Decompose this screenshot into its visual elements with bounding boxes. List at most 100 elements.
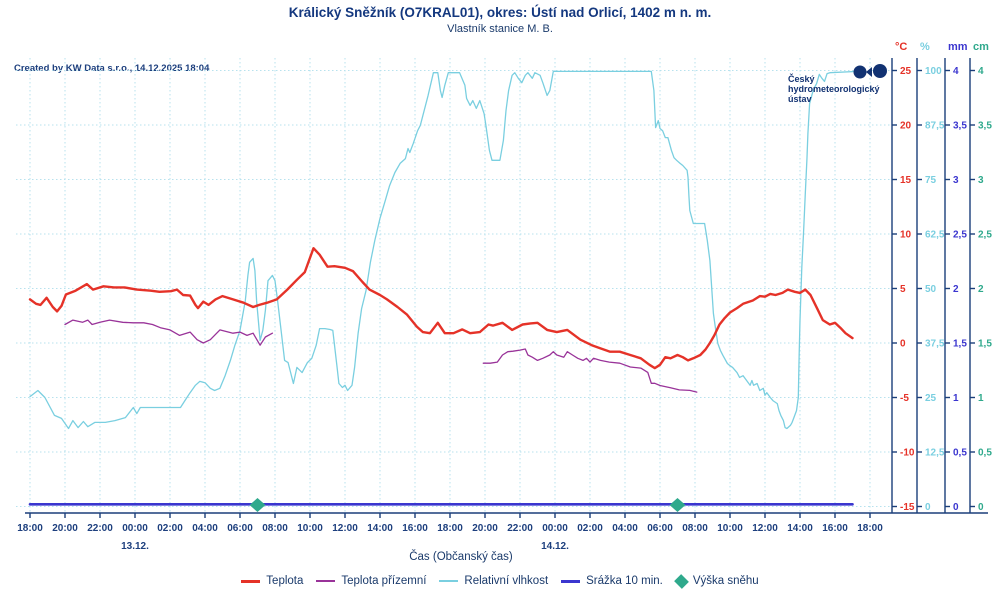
- y-tick-label: -15: [900, 502, 915, 513]
- line-swatch-icon: [316, 580, 336, 582]
- y-tick-label: -10: [900, 448, 915, 459]
- legend-item-sr-ka-10-min-: Srážka 10 min.: [561, 575, 663, 587]
- y-tick-label: 1,5: [978, 339, 992, 350]
- x-axis: 18:00 20:00 22:00 00:00 02:00 04:00 06:00 08:00…: [17, 512, 988, 552]
- y-tick-label: 20: [900, 121, 912, 132]
- y-axis-cm: cm 4 3,5 3 2,5 2 1,5 1 0,5 0: [969, 41, 992, 513]
- x-tick-label: 10:00: [297, 523, 323, 534]
- y-tick-label: 1: [978, 393, 984, 404]
- y-tick-label: 0: [900, 339, 906, 350]
- diamond-swatch-icon: [673, 573, 689, 589]
- series-relativn-vlhkost: [29, 70, 859, 430]
- x-tick-label: 22:00: [87, 523, 113, 534]
- legend-label: Srážka 10 min.: [586, 575, 663, 587]
- y-tick-label: 3: [953, 175, 959, 186]
- x-tick-label: 02:00: [577, 523, 603, 534]
- line-swatch-icon: [241, 579, 261, 583]
- legend-item-teplota: Teplota: [241, 575, 303, 587]
- y-tick-label: 37,5: [925, 339, 945, 350]
- y-tick-label: 2,5: [978, 230, 992, 241]
- page-subtitle: Vlastník stanice M. B.: [447, 23, 553, 35]
- y-tick-label: 2,5: [953, 230, 967, 241]
- y-tick-label: 0: [953, 502, 959, 513]
- x-tick-label: 10:00: [717, 523, 743, 534]
- y-tick-label: 1: [953, 393, 959, 404]
- x-day-label: 14.12.: [541, 541, 569, 552]
- x-tick-label: 18:00: [437, 523, 463, 534]
- y-tick-label: 0: [978, 502, 984, 513]
- y-tick-label: 0: [925, 502, 931, 513]
- x-tick-label: 08:00: [262, 523, 288, 534]
- y-tick-label: 3: [978, 175, 984, 186]
- y-tick-label: 2: [978, 284, 984, 295]
- x-tick-label: 00:00: [122, 523, 148, 534]
- chart-legend: Teplota Teplota přízemní Relativní vlhkost…: [0, 573, 1000, 589]
- y-tick-label: 25: [900, 66, 912, 77]
- legend-item-v-ka-sn-hu: Výška sněhu: [673, 573, 759, 589]
- y-axis-C: °C 25 20 15 10 5 0 -5 -10 -15: [891, 41, 915, 513]
- y-tick-label: -5: [900, 393, 909, 404]
- y-axis-unit: %: [920, 41, 930, 53]
- x-tick-label: 14:00: [787, 523, 813, 534]
- chmi-logo: Český hydrometeorologický ústav: [788, 62, 898, 104]
- x-tick-label: 06:00: [647, 523, 673, 534]
- x-day-label: 13.12.: [121, 541, 149, 552]
- x-tick-label: 04:00: [192, 523, 218, 534]
- y-tick-label: 87,5: [925, 121, 945, 132]
- y-tick-label: 4: [953, 66, 959, 77]
- x-tick-label: 00:00: [542, 523, 568, 534]
- y-axis-mm: mm 4 3,5 3 2,5 2 1,5 1 0,5 0: [944, 41, 968, 513]
- y-tick-label: 0,5: [953, 448, 967, 459]
- x-tick-label: 02:00: [157, 523, 183, 534]
- y-axis-unit: °C: [895, 41, 907, 53]
- x-tick-label: 18:00: [17, 523, 43, 534]
- y-tick-label: 75: [925, 175, 937, 186]
- y-tick-label: 4: [978, 66, 984, 77]
- y-tick-label: 3,5: [953, 121, 967, 132]
- y-tick-label: 5: [900, 284, 906, 295]
- created-by-label: Created by KW Data s.r.o., 14.12.2025 18…: [14, 63, 210, 74]
- y-axis-%: % 100 87,5 75 62,5 50 37,5 25 12,5 0: [916, 41, 945, 513]
- x-tick-label: 08:00: [682, 523, 708, 534]
- y-tick-label: 15: [900, 175, 912, 186]
- series-teplota-p-zemn-: [64, 319, 698, 393]
- x-axis-title: Čas (Občanský čas): [409, 551, 513, 563]
- legend-label: Teplota: [266, 575, 304, 587]
- legend-item-relativn-vlhkost: Relativní vlhkost: [439, 575, 548, 587]
- y-tick-label: 1,5: [953, 339, 967, 350]
- x-tick-label: 12:00: [752, 523, 778, 534]
- x-tick-label: 12:00: [332, 523, 358, 534]
- y-tick-label: 3,5: [978, 121, 992, 132]
- x-tick-label: 16:00: [822, 523, 848, 534]
- x-tick-label: 04:00: [612, 523, 638, 534]
- line-swatch-icon: [561, 579, 581, 583]
- legend-label: Teplota přízemní: [341, 575, 427, 587]
- y-tick-label: 25: [925, 393, 937, 404]
- x-tick-label: 22:00: [507, 523, 533, 534]
- y-tick-label: 10: [900, 230, 912, 241]
- chmi-logo-text: Český hydrometeorologický ústav: [788, 74, 880, 104]
- y-tick-label: 62,5: [925, 230, 945, 241]
- x-tick-label: 18:00: [857, 523, 883, 534]
- line-swatch-icon: [439, 580, 459, 582]
- y-tick-label: 12,5: [925, 448, 945, 459]
- x-tick-label: 16:00: [402, 523, 428, 534]
- series-teplota: [28, 246, 854, 370]
- x-tick-label: 20:00: [52, 523, 78, 534]
- y-tick-label: 0,5: [978, 448, 992, 459]
- y-axis-unit: mm: [948, 41, 968, 53]
- chmi-logo-icon: [853, 64, 887, 79]
- y-tick-label: 2: [953, 284, 959, 295]
- snow-depth-marker: [249, 498, 266, 512]
- legend-item-teplota-p-zemn-: Teplota přízemní: [316, 575, 426, 587]
- y-tick-label: 50: [925, 284, 937, 295]
- snow-depth-marker: [669, 498, 686, 512]
- grid: [16, 58, 892, 513]
- x-tick-label: 14:00: [367, 523, 393, 534]
- legend-label: Výška sněhu: [692, 575, 759, 587]
- legend-label: Relativní vlhkost: [464, 575, 549, 587]
- series-v-ka-sn-hu: [249, 498, 686, 512]
- y-tick-label: 100: [925, 66, 942, 77]
